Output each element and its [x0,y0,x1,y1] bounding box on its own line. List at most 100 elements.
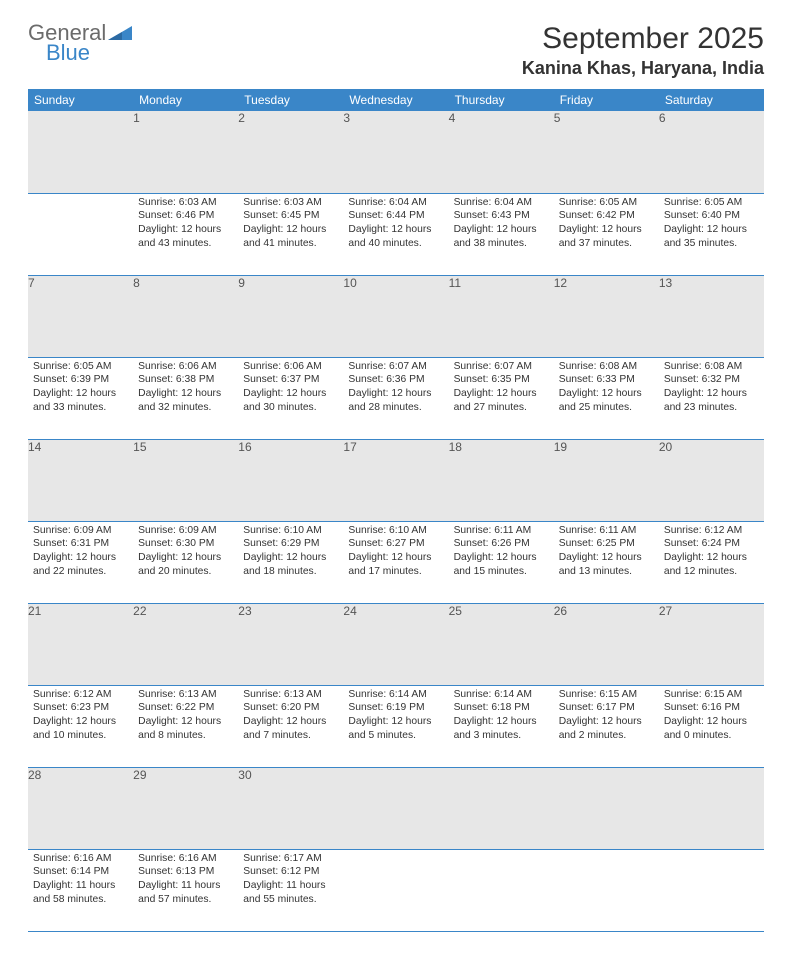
daylight-line: Daylight: 12 hours and 13 minutes. [559,551,654,579]
page-header: General Blue September 2025 Kanina Khas,… [28,22,764,79]
day-cell: Sunrise: 6:03 AMSunset: 6:46 PMDaylight:… [133,193,238,275]
day-number-cell: 22 [133,603,238,685]
weekday-header: Sunday [28,89,133,111]
day-number-cell: 11 [449,275,554,357]
day-cell-body: Sunrise: 6:05 AMSunset: 6:39 PMDaylight:… [28,358,133,420]
daylight-line: Daylight: 12 hours and 30 minutes. [243,387,338,415]
day-number-cell: 14 [28,439,133,521]
calendar-body: 123456Sunrise: 6:03 AMSunset: 6:46 PMDay… [28,111,764,931]
day-cell: Sunrise: 6:11 AMSunset: 6:26 PMDaylight:… [449,521,554,603]
daylight-line: Daylight: 12 hours and 40 minutes. [348,223,443,251]
sunrise-line: Sunrise: 6:07 AM [454,360,549,374]
day-cell: Sunrise: 6:07 AMSunset: 6:35 PMDaylight:… [449,357,554,439]
day-number-cell: 7 [28,275,133,357]
calendar-table: Sunday Monday Tuesday Wednesday Thursday… [28,89,764,932]
day-number-cell: 29 [133,767,238,849]
week-row: Sunrise: 6:16 AMSunset: 6:14 PMDaylight:… [28,849,764,931]
day-cell: Sunrise: 6:11 AMSunset: 6:25 PMDaylight:… [554,521,659,603]
daylight-line: Daylight: 12 hours and 10 minutes. [33,715,128,743]
sunrise-line: Sunrise: 6:16 AM [33,852,128,866]
daylight-line: Daylight: 12 hours and 7 minutes. [243,715,338,743]
day-cell-body: Sunrise: 6:06 AMSunset: 6:38 PMDaylight:… [133,358,238,420]
sunset-line: Sunset: 6:42 PM [559,209,654,223]
sunset-line: Sunset: 6:16 PM [664,701,759,715]
day-number-row: 282930 [28,767,764,849]
location-label: Kanina Khas, Haryana, India [522,58,764,79]
daylight-line: Daylight: 11 hours and 57 minutes. [138,879,233,907]
daylight-line: Daylight: 12 hours and 8 minutes. [138,715,233,743]
day-cell: Sunrise: 6:13 AMSunset: 6:20 PMDaylight:… [238,685,343,767]
daylight-line: Daylight: 12 hours and 25 minutes. [559,387,654,415]
sunrise-line: Sunrise: 6:05 AM [33,360,128,374]
sunrise-line: Sunrise: 6:04 AM [454,196,549,210]
day-cell-body: Sunrise: 6:16 AMSunset: 6:13 PMDaylight:… [133,850,238,912]
day-cell-body: Sunrise: 6:11 AMSunset: 6:25 PMDaylight:… [554,522,659,584]
day-cell: Sunrise: 6:09 AMSunset: 6:31 PMDaylight:… [28,521,133,603]
daylight-line: Daylight: 12 hours and 38 minutes. [454,223,549,251]
day-number-cell: 1 [133,111,238,193]
day-number-cell: 19 [554,439,659,521]
sunset-line: Sunset: 6:30 PM [138,537,233,551]
day-cell-body: Sunrise: 6:13 AMSunset: 6:22 PMDaylight:… [133,686,238,748]
daylight-line: Daylight: 12 hours and 33 minutes. [33,387,128,415]
daylight-line: Daylight: 12 hours and 0 minutes. [664,715,759,743]
title-block: September 2025 Kanina Khas, Haryana, Ind… [522,22,764,79]
sunrise-line: Sunrise: 6:11 AM [454,524,549,538]
month-title: September 2025 [522,22,764,56]
day-cell [343,849,448,931]
day-number-cell: 24 [343,603,448,685]
day-cell-body: Sunrise: 6:09 AMSunset: 6:30 PMDaylight:… [133,522,238,584]
daylight-line: Daylight: 12 hours and 43 minutes. [138,223,233,251]
day-cell: Sunrise: 6:06 AMSunset: 6:38 PMDaylight:… [133,357,238,439]
day-cell: Sunrise: 6:03 AMSunset: 6:45 PMDaylight:… [238,193,343,275]
sunrise-line: Sunrise: 6:16 AM [138,852,233,866]
sunset-line: Sunset: 6:22 PM [138,701,233,715]
daylight-line: Daylight: 12 hours and 27 minutes. [454,387,549,415]
day-number-row: 21222324252627 [28,603,764,685]
sunset-line: Sunset: 6:25 PM [559,537,654,551]
weekday-header-row: Sunday Monday Tuesday Wednesday Thursday… [28,89,764,111]
day-cell: Sunrise: 6:10 AMSunset: 6:27 PMDaylight:… [343,521,448,603]
day-number-cell: 25 [449,603,554,685]
day-number-cell [28,111,133,193]
week-row: Sunrise: 6:05 AMSunset: 6:39 PMDaylight:… [28,357,764,439]
day-cell-body: Sunrise: 6:03 AMSunset: 6:45 PMDaylight:… [238,194,343,256]
day-number-row: 14151617181920 [28,439,764,521]
sunset-line: Sunset: 6:33 PM [559,373,654,387]
sunset-line: Sunset: 6:31 PM [33,537,128,551]
sunrise-line: Sunrise: 6:17 AM [243,852,338,866]
day-cell-body: Sunrise: 6:07 AMSunset: 6:36 PMDaylight:… [343,358,448,420]
sunrise-line: Sunrise: 6:10 AM [243,524,338,538]
daylight-line: Daylight: 12 hours and 28 minutes. [348,387,443,415]
day-cell: Sunrise: 6:16 AMSunset: 6:14 PMDaylight:… [28,849,133,931]
day-number-cell: 3 [343,111,448,193]
sunrise-line: Sunrise: 6:09 AM [138,524,233,538]
logo: General Blue [28,22,132,64]
daylight-line: Daylight: 12 hours and 23 minutes. [664,387,759,415]
day-number-cell: 28 [28,767,133,849]
sunrise-line: Sunrise: 6:08 AM [559,360,654,374]
weekday-header: Thursday [449,89,554,111]
day-number-cell: 12 [554,275,659,357]
day-cell [28,193,133,275]
sunset-line: Sunset: 6:12 PM [243,865,338,879]
sunrise-line: Sunrise: 6:15 AM [559,688,654,702]
day-cell-body: Sunrise: 6:10 AMSunset: 6:27 PMDaylight:… [343,522,448,584]
day-cell: Sunrise: 6:04 AMSunset: 6:44 PMDaylight:… [343,193,448,275]
day-cell [554,849,659,931]
daylight-line: Daylight: 12 hours and 32 minutes. [138,387,233,415]
day-number-cell: 10 [343,275,448,357]
sunset-line: Sunset: 6:40 PM [664,209,759,223]
sunrise-line: Sunrise: 6:11 AM [559,524,654,538]
daylight-line: Daylight: 12 hours and 12 minutes. [664,551,759,579]
sunrise-line: Sunrise: 6:13 AM [243,688,338,702]
daylight-line: Daylight: 12 hours and 35 minutes. [664,223,759,251]
day-number-cell [343,767,448,849]
day-number-cell: 17 [343,439,448,521]
sunrise-line: Sunrise: 6:06 AM [138,360,233,374]
day-number-cell [659,767,764,849]
daylight-line: Daylight: 11 hours and 55 minutes. [243,879,338,907]
sunrise-line: Sunrise: 6:05 AM [664,196,759,210]
day-cell: Sunrise: 6:17 AMSunset: 6:12 PMDaylight:… [238,849,343,931]
day-cell: Sunrise: 6:13 AMSunset: 6:22 PMDaylight:… [133,685,238,767]
